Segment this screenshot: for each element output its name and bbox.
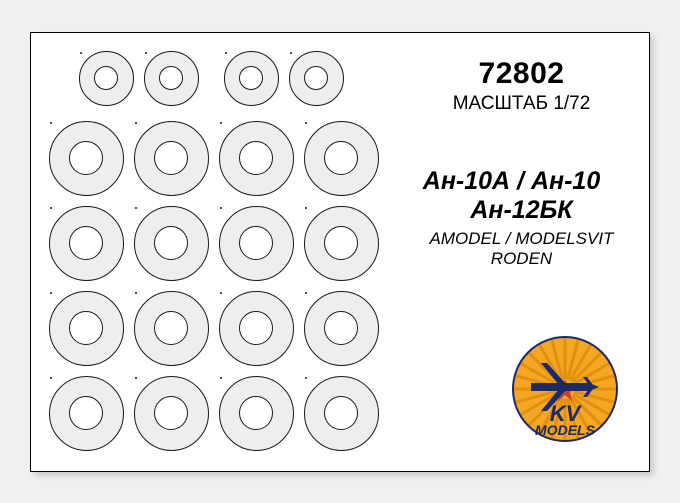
model-title-line1: Ан-10А / Ан-10 [404, 167, 619, 196]
manufacturer-line1: AMODEL / MODELSVIT [414, 229, 629, 249]
mask-ring [134, 376, 209, 451]
mask-ring [49, 121, 124, 196]
sku-number: 72802 [414, 57, 629, 91]
kv-models-logo: KV MODELS [511, 335, 619, 443]
scale-label: МАСШТАБ 1/72 [414, 93, 629, 115]
mask-ring [49, 376, 124, 451]
product-card: 72802 МАСШТАБ 1/72 Ан-10А / Ан-10 Ан-12Б… [30, 32, 650, 472]
manufacturer-line2: RODEN [414, 249, 629, 269]
mask-ring [224, 51, 279, 106]
mask-ring [134, 291, 209, 366]
mask-ring [304, 291, 379, 366]
mask-ring [304, 121, 379, 196]
mask-ring [219, 121, 294, 196]
mask-ring [219, 376, 294, 451]
mask-diagram [49, 51, 419, 455]
mask-ring [79, 51, 134, 106]
mask-ring [219, 291, 294, 366]
mask-ring [49, 291, 124, 366]
svg-text:MODELS: MODELS [535, 422, 596, 438]
mask-ring [304, 206, 379, 281]
model-title-line2: Ан-12БК [414, 196, 629, 225]
mask-ring [219, 206, 294, 281]
mask-ring [134, 121, 209, 196]
mask-ring [49, 206, 124, 281]
mask-ring [304, 376, 379, 451]
mask-ring [289, 51, 344, 106]
text-block: 72802 МАСШТАБ 1/72 Ан-10А / Ан-10 Ан-12Б… [414, 57, 629, 269]
mask-ring [134, 206, 209, 281]
mask-ring [144, 51, 199, 106]
